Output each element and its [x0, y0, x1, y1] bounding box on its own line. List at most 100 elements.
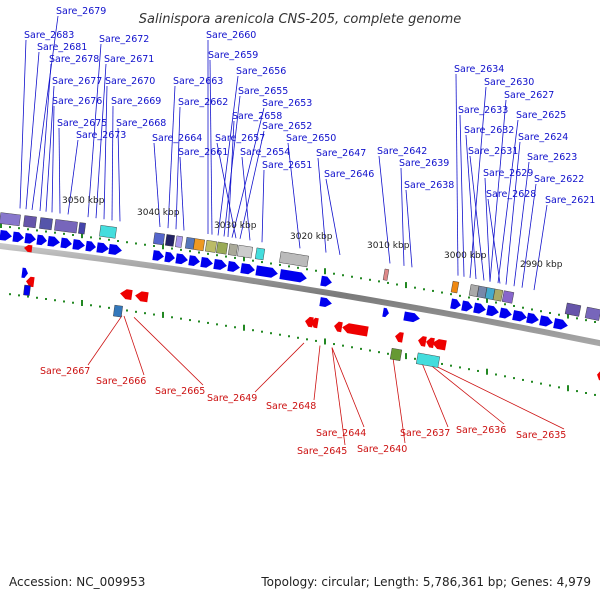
- forward-gene-label[interactable]: Sare_2628: [486, 189, 536, 200]
- forward-gene-label[interactable]: Sare_2638: [404, 180, 454, 191]
- reverse-gene-label[interactable]: Sare_2640: [357, 444, 407, 455]
- forward-gene-arrow[interactable]: [473, 302, 487, 315]
- forward-gene-label[interactable]: Sare_2624: [518, 132, 568, 143]
- forward-gene-label[interactable]: Sare_2668: [116, 118, 166, 129]
- reverse-gene-label[interactable]: Sare_2644: [316, 428, 366, 439]
- forward-gene-arrow[interactable]: [175, 253, 188, 265]
- forward-gene-arrow[interactable]: [96, 242, 109, 254]
- reverse-gene-arrow[interactable]: [425, 337, 435, 349]
- forward-gene-arrow[interactable]: [526, 312, 540, 325]
- reverse-gene-arrow[interactable]: [341, 322, 369, 337]
- forward-gene-label[interactable]: Sare_2627: [504, 90, 554, 101]
- domain-box[interactable]: [492, 288, 504, 302]
- forward-gene-arrow[interactable]: [450, 298, 462, 310]
- forward-gene-arrow[interactable]: [553, 318, 569, 331]
- forward-gene-label[interactable]: Sare_2633: [458, 105, 508, 116]
- forward-gene-label[interactable]: Sare_2661: [178, 147, 228, 158]
- domain-box[interactable]: [584, 306, 600, 321]
- forward-gene-label[interactable]: Sare_2634: [454, 64, 504, 75]
- forward-gene-arrow[interactable]: [255, 265, 278, 278]
- domain-box[interactable]: [39, 217, 53, 231]
- forward-gene-label[interactable]: Sare_2675: [57, 118, 107, 129]
- forward-gene-label[interactable]: Sare_2632: [464, 125, 514, 136]
- domain-box[interactable]: [23, 215, 37, 229]
- forward-gene-arrow[interactable]: [152, 250, 164, 261]
- domain-box[interactable]: [99, 225, 117, 239]
- gene-labels[interactable]: Sare_2679Sare_2683Sare_2681Sare_2678Sare…: [24, 6, 595, 457]
- domain-box[interactable]: [279, 251, 309, 268]
- domain-box[interactable]: [227, 243, 239, 257]
- forward-gene-label[interactable]: Sare_2630: [484, 77, 534, 88]
- reverse-gene-label[interactable]: Sare_2645: [297, 446, 347, 457]
- forward-gene-arrow[interactable]: [188, 255, 200, 266]
- domain-box[interactable]: [216, 241, 228, 255]
- forward-gene-arrow[interactable]: [85, 240, 96, 252]
- forward-gene-arrow[interactable]: [382, 307, 389, 318]
- forward-gene-label[interactable]: Sare_2683: [24, 30, 74, 41]
- forward-gene-arrow[interactable]: [72, 239, 85, 250]
- forward-gene-label[interactable]: Sare_2639: [399, 158, 449, 169]
- domain-box[interactable]: [382, 268, 390, 281]
- forward-gene-label[interactable]: Sare_2629: [483, 168, 533, 179]
- forward-gene-arrow[interactable]: [240, 263, 255, 275]
- forward-gene-arrow[interactable]: [12, 231, 24, 243]
- forward-gene-label[interactable]: Sare_2652: [262, 121, 312, 132]
- forward-gene-label[interactable]: Sare_2679: [56, 6, 106, 17]
- domain-box[interactable]: [54, 219, 78, 234]
- forward-gene-arrow[interactable]: [47, 235, 60, 247]
- forward-gene-label[interactable]: Sare_2657: [215, 133, 265, 144]
- forward-gene-label[interactable]: Sare_2623: [527, 152, 577, 163]
- domain-box[interactable]: [113, 304, 123, 318]
- forward-gene-arrow[interactable]: [486, 305, 500, 317]
- domain-box[interactable]: [23, 284, 31, 296]
- forward-gene-label[interactable]: Sare_2658: [232, 111, 282, 122]
- forward-gene-label[interactable]: Sare_2650: [286, 133, 336, 144]
- forward-gene-label[interactable]: Sare_2656: [236, 66, 286, 77]
- reverse-gene-arrow[interactable]: [24, 244, 33, 253]
- domain-box[interactable]: [450, 280, 460, 294]
- reverse-gene-arrow[interactable]: [417, 335, 427, 347]
- domain-box[interactable]: [78, 222, 86, 235]
- forward-gene-label[interactable]: Sare_2631: [468, 146, 518, 157]
- domain-box[interactable]: [175, 235, 183, 248]
- forward-gene-arrow[interactable]: [200, 256, 213, 269]
- reverse-gene-arrow[interactable]: [596, 370, 600, 381]
- forward-gene-label[interactable]: Sare_2642: [377, 146, 427, 157]
- domain-box[interactable]: [254, 247, 266, 261]
- forward-gene-label[interactable]: Sare_2655: [238, 86, 288, 97]
- reverse-gene-label[interactable]: Sare_2635: [516, 430, 566, 441]
- forward-gene-label[interactable]: Sare_2625: [516, 110, 566, 121]
- forward-gene-label[interactable]: Sare_2676: [52, 96, 102, 107]
- forward-gene-arrow[interactable]: [461, 300, 474, 312]
- reverse-gene-arrow[interactable]: [333, 321, 343, 333]
- reverse-gene-arrow[interactable]: [394, 331, 404, 343]
- forward-gene-arrow[interactable]: [512, 310, 528, 322]
- forward-gene-label[interactable]: Sare_2647: [316, 148, 366, 159]
- forward-gene-label[interactable]: Sare_2622: [534, 174, 584, 185]
- forward-gene-label[interactable]: Sare_2663: [173, 76, 223, 87]
- domain-box[interactable]: [165, 234, 175, 247]
- forward-gene-label[interactable]: Sare_2653: [262, 98, 312, 109]
- domain-box[interactable]: [564, 302, 582, 317]
- forward-gene-label[interactable]: Sare_2670: [105, 76, 155, 87]
- forward-gene-label[interactable]: Sare_2621: [545, 195, 595, 206]
- forward-gene-arrow[interactable]: [60, 237, 72, 249]
- reverse-gene-label[interactable]: Sare_2637: [400, 428, 450, 439]
- domain-box[interactable]: [0, 212, 21, 227]
- forward-gene-arrow[interactable]: [319, 297, 332, 308]
- forward-gene-label[interactable]: Sare_2660: [206, 30, 256, 41]
- forward-gene-label[interactable]: Sare_2662: [178, 97, 228, 108]
- forward-gene-arrow[interactable]: [213, 258, 227, 271]
- forward-gene-label[interactable]: Sare_2669: [111, 96, 161, 107]
- reverse-gene-arrow[interactable]: [134, 291, 149, 303]
- forward-gene-arrow[interactable]: [36, 234, 47, 246]
- forward-gene-arrow[interactable]: [539, 315, 554, 327]
- reverse-gene-label[interactable]: Sare_2648: [266, 401, 316, 412]
- forward-gene-arrow[interactable]: [108, 243, 122, 256]
- forward-gene-arrow[interactable]: [0, 230, 13, 241]
- domain-box[interactable]: [415, 352, 441, 368]
- forward-gene-label[interactable]: Sare_2646: [324, 169, 374, 180]
- forward-gene-label[interactable]: Sare_2673: [76, 130, 126, 141]
- domain-box[interactable]: [153, 232, 165, 246]
- forward-gene-label[interactable]: Sare_2659: [208, 50, 258, 61]
